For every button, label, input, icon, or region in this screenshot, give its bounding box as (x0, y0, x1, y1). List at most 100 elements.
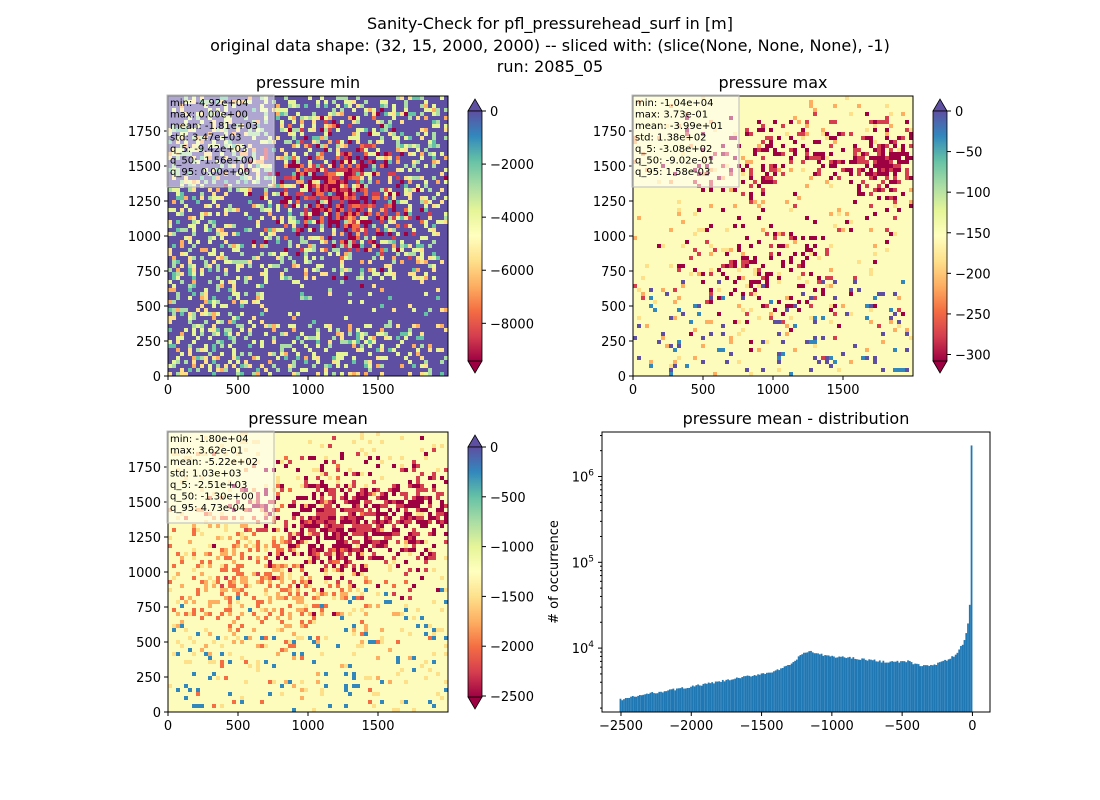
heatmap-cell (376, 212, 380, 216)
heatmap-cell (324, 372, 328, 376)
heatmap-cell (404, 188, 408, 192)
heatmap-cell (304, 336, 308, 340)
heatmap-cell (292, 372, 296, 376)
heatmap-cell (364, 100, 368, 104)
heatmap-cell (877, 156, 881, 160)
heatmap-cell (400, 180, 404, 184)
heatmap-cell (300, 192, 304, 196)
heatmap-cell (308, 348, 312, 352)
heatmap-cell (212, 328, 216, 332)
heatmap-cell (240, 588, 244, 592)
heatmap-cell (368, 180, 372, 184)
heatmap-cell (669, 228, 673, 232)
heatmap-cell (276, 104, 280, 108)
heatmap-cell (805, 300, 809, 304)
heatmap-cell (821, 128, 825, 132)
heatmap-cell (424, 272, 428, 276)
heatmap-cell (384, 560, 388, 564)
heatmap-cell (328, 196, 332, 200)
heatmap-cell (380, 188, 384, 192)
heatmap-cell (208, 196, 212, 200)
heatmap-cell (348, 292, 352, 296)
heatmap-cell (288, 176, 292, 180)
heatmap-cell (741, 252, 745, 256)
histogram-bar (905, 662, 908, 712)
heatmap-cell (208, 524, 212, 528)
heatmap-cell (777, 272, 781, 276)
heatmap-cell (224, 256, 228, 260)
histogram-bar (776, 669, 779, 712)
histogram-bar (787, 664, 789, 712)
heatmap-cell (384, 112, 388, 116)
heatmap-cell (208, 204, 212, 208)
heatmap-cell (352, 132, 356, 136)
heatmap-cell (440, 520, 444, 524)
heatmap-cell (272, 544, 276, 548)
heatmap-cell (288, 276, 292, 280)
heatmap-cell (749, 340, 753, 344)
histogram-bar (663, 691, 666, 712)
heatmap-cell (232, 364, 236, 368)
heatmap-cell (352, 176, 356, 180)
heatmap-cell (396, 144, 400, 148)
heatmap-cell (396, 324, 400, 328)
histogram-bar (815, 653, 818, 712)
heatmap-cell (276, 116, 280, 120)
heatmap-cell (252, 256, 256, 260)
histogram-bar (847, 657, 849, 712)
histogram-bar (825, 655, 828, 712)
heatmap-cell (392, 276, 396, 280)
heatmap-cell (420, 332, 424, 336)
heatmap-cell (348, 200, 352, 204)
heatmap-cell (885, 132, 889, 136)
heatmap-cell (356, 500, 360, 504)
heatmap-cell (384, 264, 388, 268)
heatmap-cell (176, 552, 180, 556)
heatmap-cell (388, 152, 392, 156)
heatmap-cell (372, 308, 376, 312)
heatmap-cell (432, 224, 436, 228)
heatmap-cell (388, 568, 392, 572)
heatmap-cell (392, 272, 396, 276)
heatmap-cell (264, 276, 268, 280)
heatmap-cell (324, 200, 328, 204)
heatmap-cell (416, 488, 420, 492)
heatmap-cell (324, 124, 328, 128)
heatmap-cell (184, 328, 188, 332)
heatmap-cell (204, 248, 208, 252)
heatmap-cell (332, 544, 336, 548)
heatmap-cell (364, 236, 368, 240)
heatmap-cell (304, 540, 308, 544)
heatmap-cell (260, 644, 264, 648)
heatmap-cell (869, 304, 873, 308)
histogram-bar (820, 653, 823, 712)
heatmap-cell (340, 556, 344, 560)
heatmap-cell (284, 356, 288, 360)
axes-frame (601, 431, 991, 713)
histogram-bar (817, 653, 819, 712)
heatmap-cell (641, 292, 645, 296)
heatmap-cell (220, 256, 224, 260)
heatmap-cell (753, 280, 757, 284)
heatmap-cell (288, 568, 292, 572)
heatmap-cell (176, 220, 180, 224)
heatmap-cell (396, 156, 400, 160)
heatmap-cell (745, 164, 749, 168)
x-tick-label: 500 (226, 383, 251, 398)
heatmap-cell (396, 112, 400, 116)
heatmap-cell (192, 216, 196, 220)
heatmap-cell (172, 232, 176, 236)
heatmap-cell (420, 516, 424, 520)
heatmap-cell (320, 516, 324, 520)
heatmap-cell (408, 244, 412, 248)
heatmap-cell (176, 296, 180, 300)
heatmap-cell (200, 304, 204, 308)
heatmap-cell (212, 220, 216, 224)
heatmap-cell (260, 580, 264, 584)
heatmap-cell (368, 160, 372, 164)
heatmap-cell (176, 260, 180, 264)
heatmap-cell (280, 276, 284, 280)
heatmap-cell (304, 476, 308, 480)
heatmap-cell (336, 140, 340, 144)
